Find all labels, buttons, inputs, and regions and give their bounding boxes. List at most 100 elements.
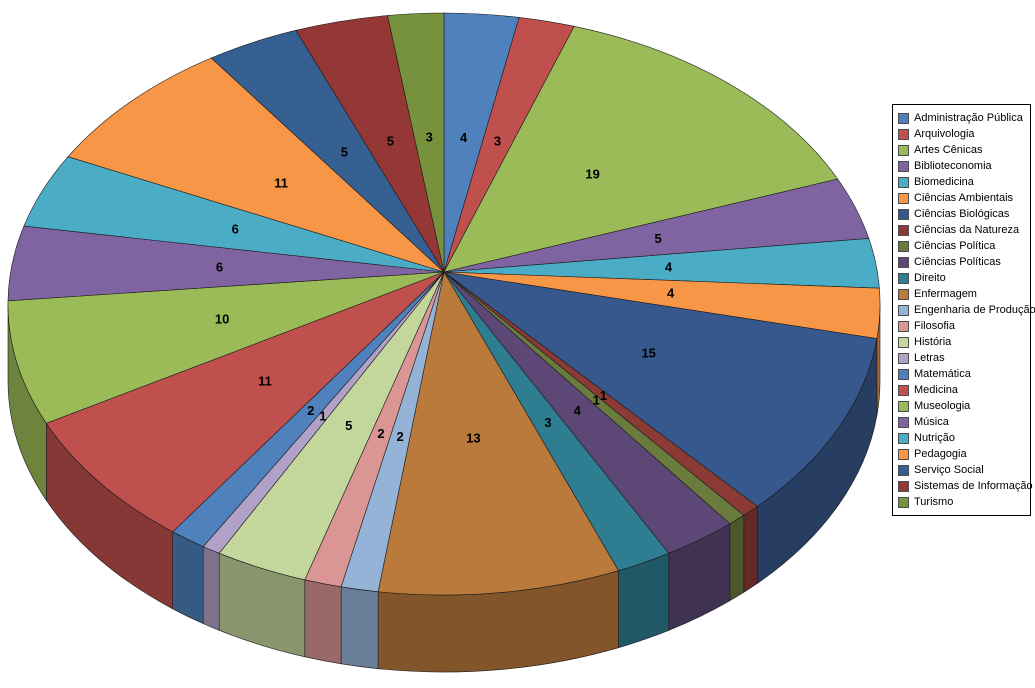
legend-item[interactable]: Artes Cênicas (898, 142, 1026, 158)
legend-swatch (898, 320, 909, 332)
legend-swatch (898, 272, 909, 284)
legend-label: Administração Pública (914, 111, 1023, 124)
legend-swatch (898, 304, 909, 316)
legend-item[interactable]: Medicina (898, 382, 1026, 398)
legend-label: Ciências Biológicas (914, 207, 1010, 220)
legend-item[interactable]: Ciências Políticas (898, 254, 1026, 270)
data-label: 4 (665, 259, 673, 274)
legend-item[interactable]: Ciências Biológicas (898, 206, 1026, 222)
pie-slice[interactable] (377, 271, 619, 596)
data-label: 10 (215, 312, 229, 327)
data-label: 5 (341, 145, 348, 160)
legend-swatch (898, 160, 909, 172)
data-label: 1 (593, 393, 600, 408)
legend-item[interactable]: Pedagogia (898, 446, 1026, 462)
pie-slice[interactable] (45, 271, 445, 533)
pie-slice[interactable] (443, 25, 839, 273)
legend-swatch (898, 384, 909, 396)
legend-item[interactable]: Ciências Ambientais (898, 190, 1026, 206)
data-label: 5 (654, 231, 661, 246)
legend-label: Medicina (914, 383, 959, 396)
legend-label: Arquivologia (914, 127, 975, 140)
data-label: 6 (232, 222, 239, 237)
legend-label: Artes Cênicas (914, 143, 983, 156)
legend-swatch (898, 368, 909, 380)
data-label: 5 (345, 418, 352, 433)
legend-item[interactable]: Nutrição (898, 430, 1026, 446)
data-label: 5 (387, 134, 394, 149)
data-label: 19 (585, 166, 599, 181)
legend-label: Sistemas de Informação (914, 479, 1033, 492)
pie-slice[interactable] (387, 12, 445, 273)
data-label: 1 (600, 388, 607, 403)
legend-label: Ciências Política (914, 239, 996, 252)
legend-swatch (898, 112, 909, 124)
pie-slice[interactable] (443, 271, 878, 507)
legend-label: Engenharia de Produção (914, 303, 1035, 316)
legend-swatch (898, 128, 909, 140)
legend-label: Ciências Ambientais (914, 191, 1014, 204)
legend: Administração Pública Arquivologia Artes C… (892, 104, 1035, 516)
legend-label: História (914, 335, 952, 348)
legend-item[interactable]: Sistemas de Informação (898, 478, 1033, 494)
legend-swatch (898, 224, 909, 236)
data-label: 3 (426, 130, 433, 145)
legend-label: Turismo (914, 495, 954, 508)
legend-label: Nutrição (914, 431, 955, 444)
data-label: 4 (667, 286, 675, 301)
legend-swatch (898, 400, 909, 412)
legend-item[interactable]: Arquivologia (898, 126, 1026, 142)
pie-slice[interactable] (7, 271, 445, 424)
data-label: 2 (396, 429, 403, 444)
pie-slice-side (743, 505, 758, 593)
legend-label: Serviço Social (914, 463, 984, 476)
legend-label: Enfermagem (914, 287, 977, 300)
data-label: 13 (466, 431, 480, 446)
legend-label: Museologia (914, 399, 971, 412)
legend-item[interactable]: Direito (898, 270, 1026, 286)
data-label: 11 (274, 175, 288, 190)
legend-label: Pedagogia (914, 447, 967, 460)
legend-label: Matemática (914, 367, 971, 380)
legend-label: Ciências da Natureza (914, 223, 1020, 236)
data-label: 6 (216, 259, 223, 274)
pie-slice-side (304, 579, 342, 665)
pie-slice[interactable] (67, 57, 445, 273)
legend-item[interactable]: Filosofia (898, 318, 1026, 334)
legend-item[interactable]: Serviço Social (898, 462, 1026, 478)
pie-slice-side (202, 546, 220, 631)
legend-item[interactable]: Turismo (898, 494, 1026, 510)
legend-swatch (898, 464, 909, 476)
legend-swatch (898, 144, 909, 156)
legend-swatch (898, 480, 909, 492)
legend-item[interactable]: Ciências Política (898, 238, 1026, 254)
legend-swatch (898, 176, 909, 188)
legend-swatch (898, 256, 909, 268)
legend-item[interactable]: Ciências da Natureza (898, 222, 1026, 238)
legend-item[interactable]: Biomedicina (898, 174, 1026, 190)
legend-swatch (898, 192, 909, 204)
legend-item[interactable]: Biblioteconomia (898, 158, 1026, 174)
data-label: 4 (460, 130, 468, 145)
legend-item[interactable]: Música (898, 414, 1026, 430)
legend-label: Ciências Políticas (914, 255, 1001, 268)
legend-item[interactable]: História (898, 334, 1026, 350)
legend-label: Biblioteconomia (914, 159, 992, 172)
data-label: 1 (319, 409, 326, 424)
legend-item[interactable]: Engenharia de Produção (898, 302, 1035, 318)
legend-label: Filosofia (914, 319, 955, 332)
data-label: 11 (258, 374, 272, 389)
legend-item[interactable]: Enfermagem (898, 286, 1026, 302)
data-label: 3 (544, 415, 551, 430)
legend-swatch (898, 288, 909, 300)
legend-swatch (898, 208, 909, 220)
legend-item[interactable]: Letras (898, 350, 1026, 366)
data-label: 3 (494, 134, 501, 149)
legend-swatch (898, 240, 909, 252)
legend-item[interactable]: Administração Pública (898, 110, 1026, 126)
legend-item[interactable]: Museologia (898, 398, 1026, 414)
legend-label: Música (914, 415, 949, 428)
legend-item[interactable]: Matemática (898, 366, 1026, 382)
